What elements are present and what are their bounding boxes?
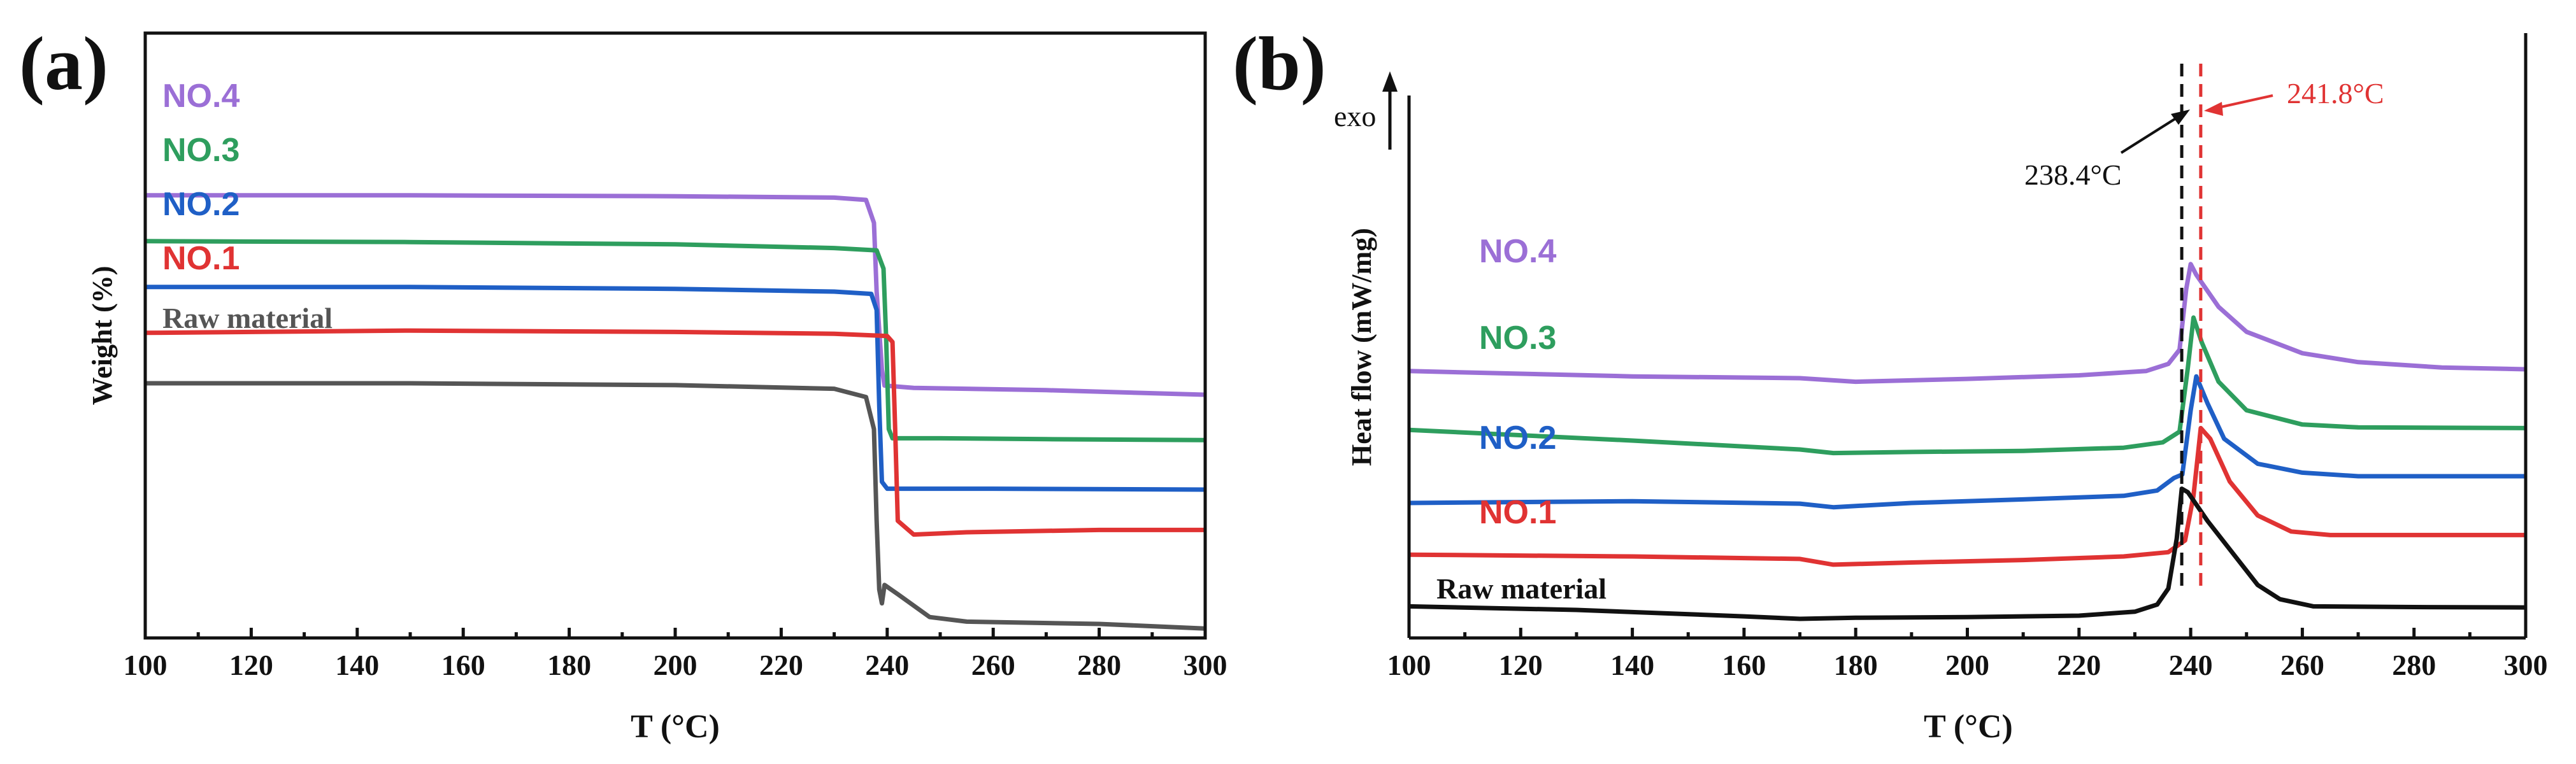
panel-b-x-tick-label-180: 180 — [1834, 649, 1878, 681]
panel-a-label-raw: Raw material — [162, 302, 333, 334]
panel-a-series-no-2 — [145, 285, 1206, 492]
annotation-241-label: 241.8°C — [2287, 77, 2384, 110]
panel-a-x-tick-label-260: 260 — [971, 649, 1015, 681]
panel-b-series-raw-material — [1408, 486, 2526, 621]
annotation-238-arrow-icon — [2171, 110, 2190, 125]
panel-a-x-tick-label-100: 100 — [124, 649, 168, 681]
panel-b-peak-lines — [2180, 64, 2203, 593]
panel-a-x-tick-label-280: 280 — [1077, 649, 1121, 681]
panel-a-label-no4: NO.4 — [162, 78, 240, 115]
panel-a-y-axis-label: Weight (%) — [87, 266, 118, 406]
panel-b-x-tick-label-140: 140 — [1610, 649, 1654, 681]
panel-b-x-axis-label: T (°C) — [1924, 709, 2013, 745]
panel-b-curves — [1408, 262, 2526, 621]
panel-b-series-no-3 — [1408, 315, 2526, 456]
panel-a-x-tick-label-300: 300 — [1184, 649, 1227, 681]
panel-b-label-no3: NO.3 — [1479, 320, 1556, 357]
annotation-241 — [2204, 94, 2273, 116]
panel-a-curves — [145, 193, 1206, 631]
panel-b-x-tick-label-200: 200 — [1945, 649, 1989, 681]
panel-b-label-no1: NO.1 — [1479, 494, 1556, 531]
panel-b-label: (b) — [1233, 21, 1326, 106]
panel-b-label-no2: NO.2 — [1479, 420, 1556, 456]
panel-b: (b) 100 120 140 160 180 200 220 240 260 280 300 T … — [1233, 21, 2548, 745]
exo-arrow-head-icon — [1382, 71, 1398, 92]
panel-b-plot-frame — [1407, 33, 2528, 640]
panel-a-label: (a) — [19, 21, 108, 106]
panel-a-series-no-4 — [145, 193, 1206, 397]
panel-b-series-no-2 — [1408, 374, 2526, 510]
panel-a-x-tick-label-180: 180 — [547, 649, 591, 681]
panel-a-x-ticks: 100 120 140 160 180 200 220 240 260 280 300 — [124, 628, 1227, 681]
annotation-238-pointer — [2120, 115, 2181, 154]
panel-b-y-axis-label: Heat flow (mW/mg) — [1346, 228, 1377, 466]
panel-b-x-tick-label-120: 120 — [1499, 649, 1543, 681]
panel-b-series-no-1 — [1408, 425, 2526, 567]
panel-b-x-tick-label-100: 100 — [1387, 649, 1431, 681]
panel-a-label-no2: NO.2 — [162, 186, 240, 223]
panel-b-x-tick-label-300: 300 — [2504, 649, 2548, 681]
panel-a-x-tick-label-220: 220 — [759, 649, 803, 681]
panel-a-x-axis-label: T (°C) — [631, 709, 720, 745]
panel-a-label-no3: NO.3 — [162, 132, 240, 169]
annotation-238-label: 238.4°C — [2024, 159, 2122, 191]
panel-a-x-tick-label-160: 160 — [441, 649, 485, 681]
panel-a-x-tick-label-120: 120 — [229, 649, 273, 681]
panel-a: (a) 100 120 140 160 180 200 220 240 260 280 300 T … — [19, 21, 1227, 745]
panel-a-series-no-3 — [145, 239, 1206, 442]
panel-a-label-no1: NO.1 — [162, 240, 240, 277]
panel-a-x-tick-label-240: 240 — [865, 649, 909, 681]
panel-b-x-tick-label-260: 260 — [2280, 649, 2324, 681]
panel-a-x-tick-label-200: 200 — [654, 649, 698, 681]
annotation-241-arrow-icon — [2204, 102, 2223, 116]
panel-b-x-tick-label-160: 160 — [1722, 649, 1766, 681]
panel-a-plot-frame — [143, 31, 1207, 640]
panel-a-x-tick-label-140: 140 — [335, 649, 379, 681]
panel-b-series-no-4 — [1408, 262, 2526, 385]
panel-b-label-no4: NO.4 — [1479, 233, 1556, 270]
panel-a-series-raw-material — [145, 381, 1206, 631]
panel-b-x-tick-label-240: 240 — [2169, 649, 2213, 681]
panel-b-label-raw: Raw material — [1436, 572, 1606, 605]
annotation-241-pointer — [2215, 94, 2273, 110]
exo-arrow — [1382, 71, 1398, 150]
exo-label: exo — [1334, 100, 1376, 132]
panel-b-x-tick-label-280: 280 — [2392, 649, 2436, 681]
panel-a-series-no-1 — [145, 328, 1205, 537]
annotation-238 — [2120, 110, 2190, 154]
panel-b-x-ticks: 100 120 140 160 180 200 220 240 260 280 300 — [1387, 628, 2548, 681]
panel-b-x-tick-label-220: 220 — [2057, 649, 2101, 681]
